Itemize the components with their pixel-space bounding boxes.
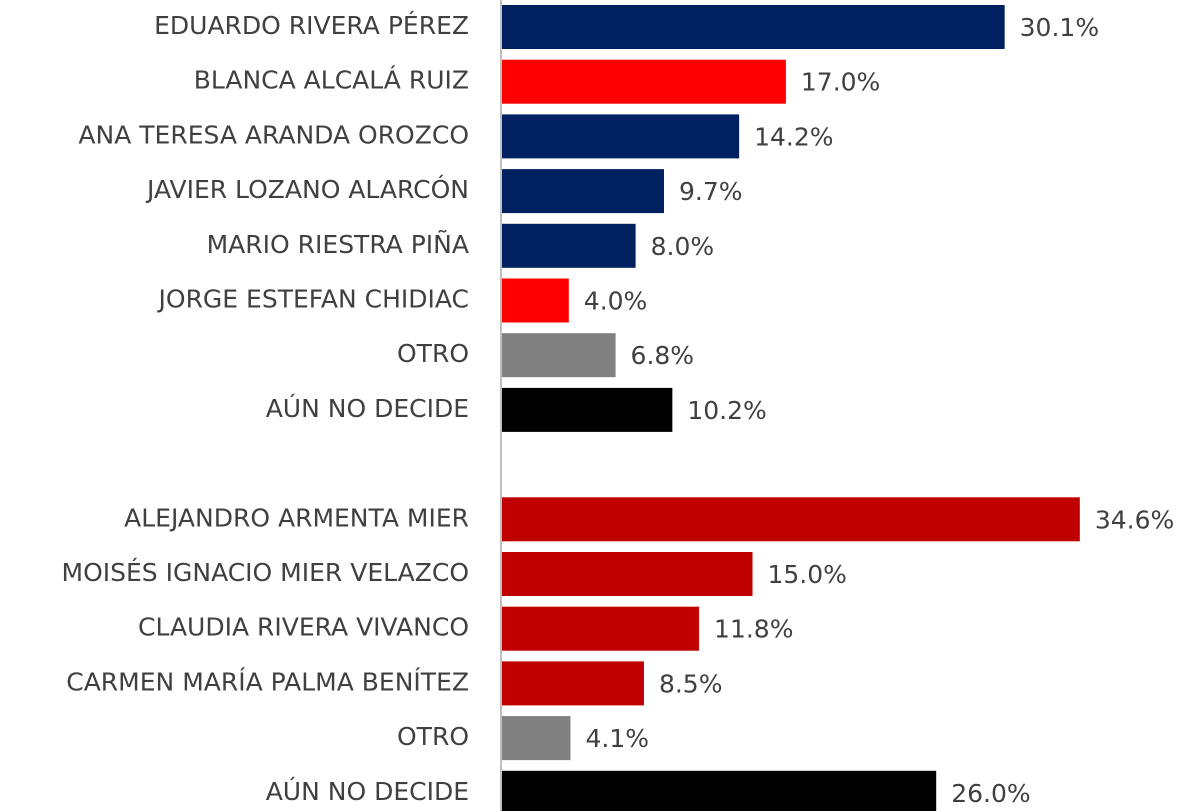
value-label: 26.0%	[951, 779, 1030, 808]
category-label: JAVIER LOZANO ALARCÓN	[145, 174, 469, 204]
bar	[502, 59, 786, 104]
value-label: 6.8%	[631, 341, 695, 370]
bar	[502, 770, 937, 811]
category-label: EDUARDO RIVERA PÉREZ	[154, 11, 469, 40]
value-label: 11.8%	[714, 615, 793, 644]
value-label: 15.0%	[768, 560, 847, 589]
category-label: OTRO	[397, 339, 469, 368]
category-label: MARIO RIESTRA PIÑA	[207, 229, 469, 259]
bar	[502, 606, 700, 651]
value-label: 34.6%	[1095, 505, 1174, 534]
bar	[502, 497, 1080, 542]
category-label: CLAUDIA RIVERA VIVANCO	[138, 613, 469, 642]
category-label: AÚN NO DECIDE	[266, 393, 469, 423]
bar	[502, 114, 740, 159]
bar	[502, 387, 673, 432]
bar	[502, 5, 1005, 49]
value-label: 4.1%	[585, 724, 649, 753]
value-label: 17.0%	[801, 68, 880, 97]
category-label: ALEJANDRO ARMENTA MIER	[124, 503, 469, 532]
category-label: JORGE ESTEFAN CHIDIAC	[157, 285, 469, 314]
bar	[502, 716, 571, 761]
bar	[502, 661, 644, 706]
value-label: 8.0%	[651, 232, 715, 261]
category-label: MOISÉS IGNACIO MIER VELAZCO	[62, 558, 469, 587]
category-label: OTRO	[397, 722, 469, 751]
bar	[502, 278, 569, 323]
value-label: 8.5%	[659, 669, 723, 698]
category-label: BLANCA ALCALÁ RUIZ	[194, 66, 469, 95]
value-label: 14.2%	[754, 122, 833, 151]
category-label: ANA TERESA ARANDA OROZCO	[78, 120, 469, 149]
category-label: CARMEN MARÍA PALMA BENÍTEZ	[66, 667, 469, 696]
value-label: 9.7%	[679, 177, 743, 206]
category-label: AÚN NO DECIDE	[266, 776, 469, 806]
value-label: 4.0%	[584, 287, 648, 316]
value-label: 30.1%	[1020, 13, 1099, 42]
bar	[502, 333, 616, 378]
value-label: 10.2%	[687, 396, 766, 425]
bar	[502, 552, 753, 596]
bar	[502, 223, 636, 268]
bar	[502, 169, 664, 214]
